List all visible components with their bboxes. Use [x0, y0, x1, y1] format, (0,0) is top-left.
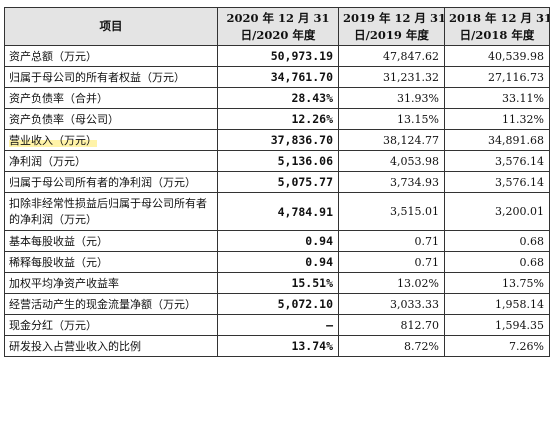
row-label-highlighted: 营业收入（万元） — [9, 134, 97, 147]
header-item: 项目 — [4, 7, 218, 46]
row-label: 现金分红（万元） — [4, 314, 218, 336]
row-label: 经营活动产生的现金流量净额（万元） — [4, 293, 218, 315]
value-2020: 0.94 — [217, 230, 339, 252]
value-2020: – — [217, 314, 339, 336]
table-row: 归属于母公司的所有者权益（万元） 34,761.70 31,231.32 27,… — [4, 66, 550, 88]
value-2019: 3,515.01 — [338, 192, 445, 231]
header-2020-line1: 2020 年 12 月 31 — [226, 10, 330, 25]
value-2019: 8.72% — [338, 335, 445, 357]
value-2019: 4,053.98 — [338, 150, 445, 172]
row-label: 稀释每股收益（元） — [4, 251, 218, 273]
row-label: 基本每股收益（元） — [4, 230, 218, 252]
table-row: 归属于母公司所有者的净利润（万元） 5,075.77 3,734.93 3,57… — [4, 171, 550, 193]
value-2020: 34,761.70 — [217, 66, 339, 88]
header-2020-line2: 日/2020 年度 — [240, 27, 316, 42]
header-2019-line1: 2019 年 12 月 31 — [343, 10, 445, 25]
table-row: 净利润（万元） 5,136.06 4,053.98 3,576.14 — [4, 150, 550, 172]
value-2020: 5,075.77 — [217, 171, 339, 193]
value-2018: 1,594.35 — [444, 314, 550, 336]
value-2018: 34,891.68 — [444, 129, 550, 151]
value-2019: 0.71 — [338, 230, 445, 252]
value-2019: 47,847.62 — [338, 45, 445, 67]
value-2018: 0.68 — [444, 230, 550, 252]
value-2018: 13.75% — [444, 272, 550, 294]
row-label: 资产总额（万元） — [4, 45, 218, 67]
table-row: 经营活动产生的现金流量净额（万元） 5,072.10 3,033.33 1,95… — [4, 293, 550, 315]
value-2018: 0.68 — [444, 251, 550, 273]
value-2019: 812.70 — [338, 314, 445, 336]
value-2018: 27,116.73 — [444, 66, 550, 88]
table-row: 研发投入占营业收入的比例 13.74% 8.72% 7.26% — [4, 335, 550, 357]
header-2018: 2018 年 12 月 31 日/2018 年度 — [444, 7, 550, 46]
header-2019: 2019 年 12 月 31 日/2019 年度 — [338, 7, 445, 46]
row-label: 资产负债率（合并） — [4, 87, 218, 109]
value-2018: 3,576.14 — [444, 171, 550, 193]
value-2020: 50,973.19 — [217, 45, 339, 67]
row-label-cell: 营业收入（万元） — [4, 129, 218, 151]
row-label: 资产负债率（母公司） — [4, 108, 218, 130]
table-row: 资产负债率（合并） 28.43% 31.93% 33.11% — [4, 87, 550, 109]
value-2018: 11.32% — [444, 108, 550, 130]
value-2020: 13.74% — [217, 335, 339, 357]
row-label: 加权平均净资产收益率 — [4, 272, 218, 294]
table-row: 资产总额（万元） 50,973.19 47,847.62 40,539.98 — [4, 45, 550, 67]
value-2019: 13.15% — [338, 108, 445, 130]
value-2019: 3,033.33 — [338, 293, 445, 315]
row-label: 研发投入占营业收入的比例 — [4, 335, 218, 357]
row-label: 归属于母公司所有者的净利润（万元） — [4, 171, 218, 193]
value-2020: 28.43% — [217, 87, 339, 109]
value-2018: 1,958.14 — [444, 293, 550, 315]
header-2020: 2020 年 12 月 31 日/2020 年度 — [217, 7, 339, 46]
value-2018: 40,539.98 — [444, 45, 550, 67]
value-2020: 5,072.10 — [217, 293, 339, 315]
header-2019-line2: 日/2019 年度 — [354, 27, 429, 42]
table-row: 基本每股收益（元） 0.94 0.71 0.68 — [4, 230, 550, 252]
row-label: 扣除非经常性损益后归属于母公司所有者的净利润（万元） — [4, 192, 218, 231]
row-label: 归属于母公司的所有者权益（万元） — [4, 66, 218, 88]
table-row: 加权平均净资产收益率 15.51% 13.02% 13.75% — [4, 272, 550, 294]
table-header-row: 项目 2020 年 12 月 31 日/2020 年度 2019 年 12 月 … — [4, 7, 550, 46]
financial-indicators-table: 项目 2020 年 12 月 31 日/2020 年度 2019 年 12 月 … — [4, 7, 550, 357]
table-row: 现金分红（万元） – 812.70 1,594.35 — [4, 314, 550, 336]
table-row: 资产负债率（母公司） 12.26% 13.15% 11.32% — [4, 108, 550, 130]
value-2018: 3,200.01 — [444, 192, 550, 231]
row-label: 净利润（万元） — [4, 150, 218, 172]
value-2020: 4,784.91 — [217, 192, 339, 231]
value-2020: 5,136.06 — [217, 150, 339, 172]
table-row: 营业收入（万元） 37,836.70 38,124.77 34,891.68 — [4, 129, 550, 151]
header-item-text: 项目 — [99, 19, 123, 33]
value-2019: 13.02% — [338, 272, 445, 294]
value-2019: 0.71 — [338, 251, 445, 273]
value-2018: 7.26% — [444, 335, 550, 357]
value-2019: 38,124.77 — [338, 129, 445, 151]
value-2020: 37,836.70 — [217, 129, 339, 151]
value-2018: 33.11% — [444, 87, 550, 109]
value-2020: 12.26% — [217, 108, 339, 130]
value-2020: 0.94 — [217, 251, 339, 273]
header-2018-line1: 2018 年 12 月 31 — [449, 10, 550, 25]
value-2020: 15.51% — [217, 272, 339, 294]
table-row: 稀释每股收益（元） 0.94 0.71 0.68 — [4, 251, 550, 273]
value-2019: 3,734.93 — [338, 171, 445, 193]
table-row: 扣除非经常性损益后归属于母公司所有者的净利润（万元） 4,784.91 3,51… — [4, 192, 550, 231]
header-2018-line2: 日/2018 年度 — [459, 27, 535, 42]
value-2019: 31,231.32 — [338, 66, 445, 88]
value-2019: 31.93% — [338, 87, 445, 109]
value-2018: 3,576.14 — [444, 150, 550, 172]
